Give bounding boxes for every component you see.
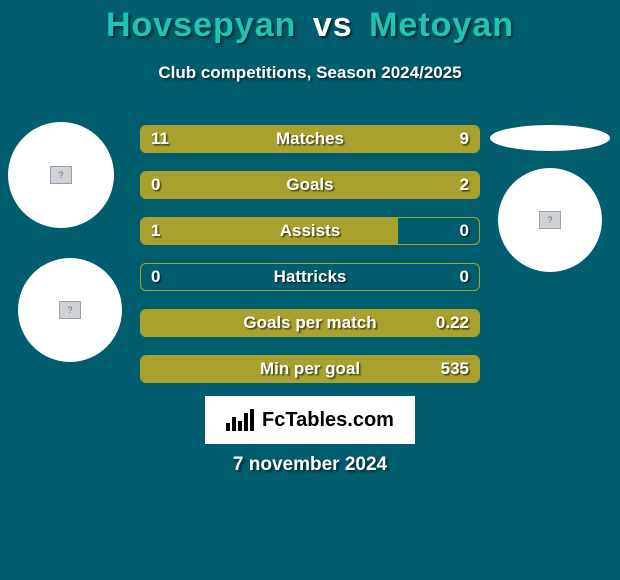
placeholder-flag-icon: ?: [50, 166, 72, 184]
stat-row: 119Matches: [140, 125, 480, 153]
subtitle: Club competitions, Season 2024/2025: [0, 63, 620, 83]
stat-label: Goals: [141, 172, 479, 198]
stat-label: Assists: [141, 218, 479, 244]
player-b-name: Metoyan: [369, 6, 514, 44]
stat-row: 0.22Goals per match: [140, 309, 480, 337]
logo-bars-icon: [226, 409, 254, 431]
comparison-title: Hovsepyan vs Metoyan: [0, 0, 620, 45]
stats-block: 119Matches 02Goals 10Assists 00Hattricks 0.2…: [140, 125, 480, 401]
stat-row: 535Min per goal: [140, 355, 480, 383]
stat-row: 02Goals: [140, 171, 480, 199]
date-text: 7 november 2024: [0, 454, 620, 476]
stat-row: 10Assists: [140, 217, 480, 245]
fctables-logo: FcTables.com: [205, 396, 415, 444]
stat-label: Min per goal: [141, 356, 479, 382]
player-a-avatar-2: ?: [18, 258, 122, 362]
logo-text: FcTables.com: [262, 409, 394, 432]
vs-text: vs: [313, 6, 353, 44]
player-a-name: Hovsepyan: [106, 6, 296, 44]
placeholder-flag-icon: ?: [59, 301, 81, 319]
stat-label: Hattricks: [141, 264, 479, 290]
placeholder-flag-icon: ?: [539, 211, 561, 229]
player-b-ellipse: [490, 125, 610, 151]
stat-label: Matches: [141, 126, 479, 152]
stat-label: Goals per match: [141, 310, 479, 336]
player-a-avatar-1: ?: [8, 122, 114, 228]
player-b-avatar-1: ?: [498, 168, 602, 272]
stat-row: 00Hattricks: [140, 263, 480, 291]
